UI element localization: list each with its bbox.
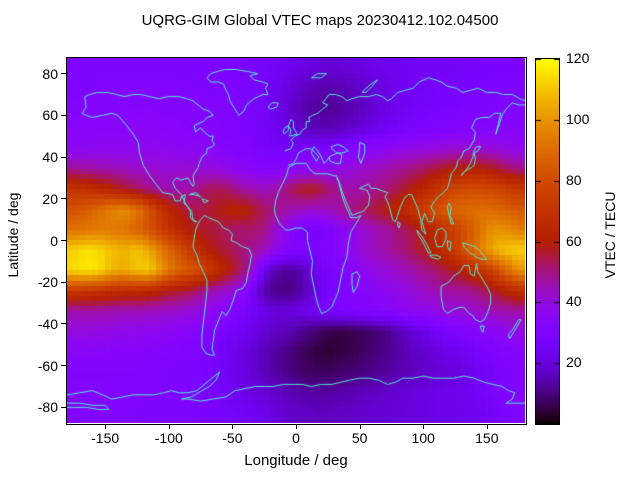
y-tick-label: 20 (42, 190, 58, 207)
y-tick-label: -20 (37, 274, 58, 291)
x-tick-mark (486, 424, 488, 429)
x-tick-mark (105, 424, 107, 429)
y-tick-label: 0 (50, 232, 58, 249)
y-tick-mark (61, 114, 66, 116)
y-tick-mark (61, 281, 66, 283)
colorbar-tick-label: 120 (566, 50, 590, 66)
y-tick-mark (61, 156, 66, 158)
y-tick-mark (61, 365, 66, 367)
x-tick-label: -100 (154, 430, 183, 446)
y-tick-mark (61, 240, 66, 241)
y-tick-label: 60 (42, 107, 58, 124)
colorbar-gradient (535, 58, 560, 425)
y-tick-label: 40 (42, 149, 58, 166)
colorbar-tick-label: 80 (566, 171, 582, 188)
colorbar-tick-label: 40 (566, 293, 582, 310)
y-tick-label: -40 (37, 315, 58, 332)
y-tick-mark (61, 323, 66, 325)
y-tick-label: -80 (37, 399, 58, 416)
y-tick-mark (61, 198, 66, 200)
x-tick-label: 0 (292, 430, 300, 446)
x-tick-mark (359, 424, 361, 429)
x-tick-mark (168, 424, 170, 429)
colorbar-tick-label: 100 (566, 110, 590, 127)
vtec-heatmap-canvas (67, 58, 525, 423)
x-tick-label: 50 (351, 430, 368, 446)
x-tick-label: -50 (222, 430, 243, 446)
x-tick-mark (296, 424, 297, 429)
y-tick-mark (61, 406, 66, 408)
colorbar-tick-label: 60 (566, 232, 582, 249)
y-tick-mark (61, 73, 66, 75)
x-tick-label: -150 (91, 430, 120, 446)
y-tick-label: -60 (37, 357, 58, 374)
figure-title: UQRG-GIM Global VTEC maps 20230412.102.0… (141, 12, 499, 29)
x-tick-mark (232, 424, 234, 429)
x-tick-label: 150 (475, 430, 499, 446)
x-tick-label: 100 (411, 430, 435, 446)
x-axis-label: Longitude / deg (244, 452, 348, 469)
x-tick-mark (423, 424, 425, 429)
colorbar-tick-label: 20 (566, 354, 582, 371)
y-tick-label: 80 (42, 65, 58, 82)
